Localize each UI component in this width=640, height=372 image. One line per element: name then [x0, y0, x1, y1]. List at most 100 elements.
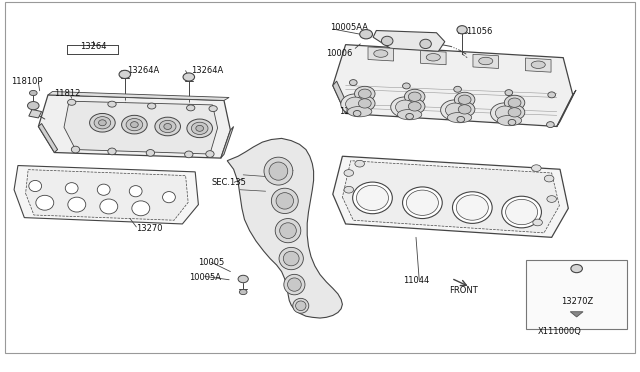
Ellipse shape	[406, 113, 413, 119]
Ellipse shape	[491, 103, 520, 124]
Ellipse shape	[65, 183, 78, 194]
Ellipse shape	[452, 192, 492, 223]
Ellipse shape	[408, 92, 421, 101]
Ellipse shape	[108, 148, 116, 155]
Text: 13270Z: 13270Z	[561, 297, 593, 306]
Bar	[526, 260, 627, 329]
Polygon shape	[64, 101, 218, 154]
Ellipse shape	[454, 86, 461, 92]
Ellipse shape	[119, 70, 131, 78]
Ellipse shape	[68, 197, 86, 212]
Ellipse shape	[353, 182, 392, 214]
Ellipse shape	[163, 192, 175, 203]
Ellipse shape	[126, 118, 143, 131]
Ellipse shape	[403, 187, 442, 219]
Ellipse shape	[458, 95, 471, 104]
Ellipse shape	[445, 103, 465, 117]
Ellipse shape	[99, 120, 106, 126]
Polygon shape	[333, 156, 568, 237]
Ellipse shape	[264, 157, 292, 185]
Ellipse shape	[548, 92, 556, 98]
Ellipse shape	[571, 264, 582, 273]
Polygon shape	[14, 166, 198, 224]
Ellipse shape	[108, 101, 116, 107]
Polygon shape	[333, 45, 573, 126]
Polygon shape	[373, 31, 445, 51]
Ellipse shape	[36, 195, 54, 210]
Text: 11041: 11041	[339, 107, 365, 116]
Polygon shape	[525, 58, 551, 72]
Ellipse shape	[390, 97, 420, 118]
Polygon shape	[29, 109, 42, 118]
Ellipse shape	[504, 105, 525, 120]
Ellipse shape	[497, 115, 522, 126]
Text: 11810P: 11810P	[12, 77, 43, 86]
Ellipse shape	[479, 57, 493, 65]
Ellipse shape	[206, 151, 214, 157]
Ellipse shape	[508, 98, 521, 107]
Ellipse shape	[276, 193, 294, 209]
Ellipse shape	[164, 124, 172, 129]
Ellipse shape	[97, 184, 110, 195]
Polygon shape	[38, 95, 230, 158]
Ellipse shape	[132, 201, 150, 216]
Ellipse shape	[397, 109, 422, 120]
Ellipse shape	[454, 102, 475, 117]
Ellipse shape	[344, 170, 354, 176]
Text: 13264A: 13264A	[191, 66, 223, 75]
Ellipse shape	[533, 219, 543, 226]
Text: SEC.135: SEC.135	[211, 178, 246, 187]
Ellipse shape	[122, 115, 147, 134]
Text: 11056: 11056	[466, 27, 492, 36]
Ellipse shape	[406, 190, 438, 215]
Ellipse shape	[296, 301, 306, 311]
Ellipse shape	[441, 100, 470, 121]
Text: FRONT: FRONT	[449, 286, 478, 295]
Ellipse shape	[458, 105, 471, 114]
Text: 11044: 11044	[403, 276, 429, 285]
Ellipse shape	[146, 150, 154, 156]
Ellipse shape	[29, 180, 42, 192]
Ellipse shape	[495, 106, 515, 120]
Ellipse shape	[183, 73, 195, 81]
Polygon shape	[342, 161, 559, 233]
Ellipse shape	[68, 99, 76, 105]
Ellipse shape	[346, 97, 365, 111]
Ellipse shape	[348, 106, 372, 117]
Ellipse shape	[187, 119, 212, 138]
Ellipse shape	[457, 116, 465, 122]
Ellipse shape	[404, 89, 425, 104]
Ellipse shape	[403, 83, 410, 89]
Text: 10005: 10005	[198, 258, 225, 267]
Ellipse shape	[271, 188, 298, 214]
Ellipse shape	[269, 162, 288, 180]
Ellipse shape	[396, 100, 415, 114]
Ellipse shape	[239, 289, 247, 295]
Ellipse shape	[279, 247, 303, 270]
Ellipse shape	[374, 50, 388, 57]
Ellipse shape	[420, 39, 431, 49]
Ellipse shape	[148, 103, 156, 109]
Polygon shape	[473, 54, 499, 68]
Ellipse shape	[292, 298, 308, 313]
Ellipse shape	[355, 86, 375, 101]
Text: 11812: 11812	[54, 89, 81, 97]
Ellipse shape	[355, 160, 365, 167]
Ellipse shape	[284, 275, 305, 295]
Ellipse shape	[275, 219, 301, 243]
Ellipse shape	[159, 121, 176, 133]
Ellipse shape	[29, 90, 37, 96]
Text: 10005A: 10005A	[189, 273, 221, 282]
Ellipse shape	[508, 108, 521, 117]
Ellipse shape	[457, 26, 467, 34]
Ellipse shape	[191, 122, 208, 135]
Ellipse shape	[72, 146, 79, 153]
Ellipse shape	[287, 278, 301, 291]
Ellipse shape	[408, 102, 421, 111]
Polygon shape	[557, 90, 576, 126]
Polygon shape	[48, 92, 229, 100]
Ellipse shape	[381, 36, 393, 46]
Ellipse shape	[454, 92, 475, 107]
Ellipse shape	[547, 196, 557, 202]
Ellipse shape	[155, 117, 180, 136]
